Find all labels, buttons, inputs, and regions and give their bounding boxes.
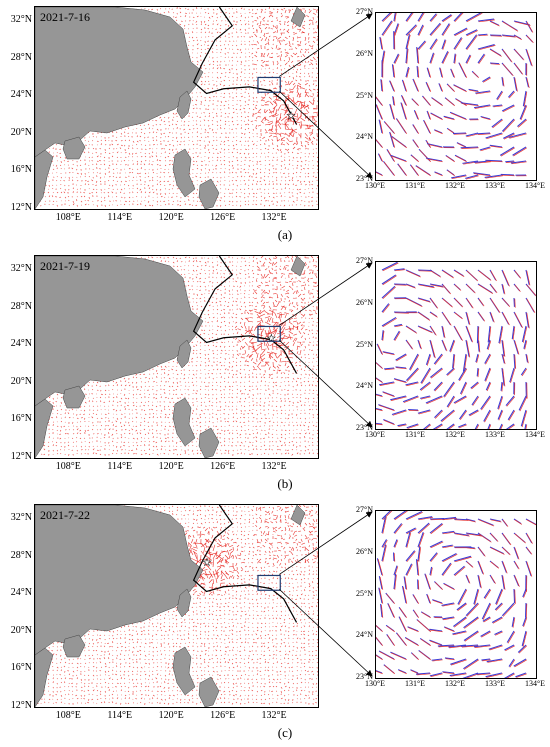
zoom-lon-tick-label: 133°E <box>484 430 506 439</box>
lon-tick-label: 126°E <box>210 212 236 223</box>
zoom-lon-tick-label: 132°E <box>444 430 466 439</box>
zoom-lon-tick-label: 134°E <box>524 430 546 439</box>
zoom-region-box <box>257 76 281 93</box>
zoom-lon-tick-label: 133°E <box>484 181 506 190</box>
zoom-lat-tick-label: 27°N <box>356 7 373 16</box>
lat-tick-label: 24°N <box>10 89 32 101</box>
current-vector-map: ★ <box>34 255 319 459</box>
lon-tick-label: 132°E <box>261 212 287 223</box>
lat-tick-label: 28°N <box>10 300 32 312</box>
zoom-lon-tick-label: 131°E <box>404 181 426 190</box>
current-vector-map: ★ <box>34 6 319 210</box>
zoom-lon-tick-label: 130°E <box>364 679 386 688</box>
typhoon-track <box>192 7 298 125</box>
land-mass <box>35 256 306 458</box>
zoom-lat-tick-label: 23°N <box>356 423 373 432</box>
zoom-lon-tick-label: 132°E <box>444 181 466 190</box>
lat-tick-label: 32°N <box>10 14 32 26</box>
zoom-lat-tick-label: 25°N <box>356 588 373 598</box>
lat-tick-label: 12°N <box>10 451 32 462</box>
lon-tick-label: 132°E <box>261 710 287 721</box>
zoom-lon-tick-label: 130°E <box>364 430 386 439</box>
lon-tick-label: 120°E <box>158 710 184 721</box>
lat-tick-label: 24°N <box>10 587 32 599</box>
zoom-lon-tick-label: 134°E <box>524 679 546 688</box>
storm-center-marker: ★ <box>203 557 212 568</box>
lon-tick-label: 114°E <box>107 710 133 721</box>
zoom-lat-tick-label: 24°N <box>356 381 373 391</box>
zoomed-vectors <box>376 13 534 180</box>
current-vector-map: ★ <box>34 504 319 708</box>
lat-tick-label: 32°N <box>10 512 32 524</box>
panel-label: (c) <box>277 725 293 740</box>
zoom-lon-tick-label: 131°E <box>404 679 426 688</box>
zoom-lon-tick-label: 132°E <box>444 679 466 688</box>
zoom-lon-tick-label: 130°E <box>364 181 386 190</box>
panel-label: (a) <box>277 227 293 242</box>
zoom-lat-tick-label: 26°N <box>356 546 373 556</box>
zoom-lon-tick-label: 133°E <box>484 679 506 688</box>
lat-tick-label: 32°N <box>10 263 32 275</box>
lat-tick-label: 28°N <box>10 549 32 561</box>
lat-tick-label: 12°N <box>10 202 32 213</box>
zoomed-vector-map <box>375 12 537 181</box>
panel-b: ★ 2021-7-19 32°N 28°N 24°N 20°N 16°N 12°N 108°E 1… <box>0 249 550 498</box>
zoomed-vectors <box>376 511 536 678</box>
panel-date: 2021-7-16 <box>40 10 90 24</box>
panel-date: 2021-7-19 <box>40 259 90 273</box>
lon-tick-label: 108°E <box>55 212 81 223</box>
typhoon-track <box>192 505 298 623</box>
lat-tick-label: 20°N <box>10 624 32 636</box>
lat-tick-label: 20°N <box>10 375 32 387</box>
zoom-region-box <box>257 325 281 342</box>
storm-center-marker: ★ <box>267 334 276 345</box>
lat-tick-label: 16°N <box>10 164 32 176</box>
zoom-lat-tick-label: 26°N <box>356 297 373 307</box>
lon-tick-label: 120°E <box>158 461 184 472</box>
zoomed-vectors <box>376 262 536 429</box>
zoom-lat-tick-label: 27°N <box>356 256 373 265</box>
lat-tick-label: 16°N <box>10 662 32 674</box>
lon-tick-label: 132°E <box>261 461 287 472</box>
storm-center-marker: ★ <box>287 111 296 122</box>
panel-date: 2021-7-22 <box>40 508 90 522</box>
lat-tick-label: 20°N <box>10 126 32 138</box>
lon-tick-label: 126°E <box>210 461 236 472</box>
zoomed-vector-map <box>375 261 537 430</box>
lat-tick-label: 24°N <box>10 338 32 350</box>
lon-tick-label: 120°E <box>158 212 184 223</box>
zoom-lat-tick-label: 23°N <box>356 174 373 183</box>
zoom-lat-tick-label: 27°N <box>356 505 373 514</box>
lon-tick-label: 114°E <box>107 461 133 472</box>
zoom-lon-tick-label: 134°E <box>524 181 546 190</box>
zoom-region-box <box>257 574 281 591</box>
panel-label: (b) <box>277 476 293 491</box>
land-mass <box>35 505 306 707</box>
typhoon-track <box>192 256 298 374</box>
zoom-lon-tick-label: 131°E <box>404 430 426 439</box>
lon-tick-label: 108°E <box>55 710 81 721</box>
zoom-lat-tick-label: 24°N <box>356 132 373 142</box>
lat-tick-label: 16°N <box>10 413 32 425</box>
lat-tick-label: 12°N <box>10 700 32 711</box>
zoom-lat-tick-label: 25°N <box>356 339 373 349</box>
zoom-lat-tick-label: 25°N <box>356 90 373 100</box>
zoom-lat-tick-label: 23°N <box>356 672 373 681</box>
panel-c: ★ 2021-7-22 32°N 28°N 24°N 20°N 16°N 12°N 108°E 1… <box>0 498 550 747</box>
lon-tick-label: 114°E <box>107 212 133 223</box>
zoom-lat-tick-label: 24°N <box>356 630 373 640</box>
lon-tick-label: 108°E <box>55 461 81 472</box>
zoomed-vector-map <box>375 510 537 679</box>
panel-a: ★ 2021-7-16 32°N 28°N 24°N 20°N 16°N 12°N 108°E 1… <box>0 0 550 249</box>
lon-tick-label: 126°E <box>210 710 236 721</box>
zoom-lat-tick-label: 26°N <box>356 48 373 58</box>
lat-tick-label: 28°N <box>10 51 32 63</box>
land-mass <box>35 7 306 209</box>
